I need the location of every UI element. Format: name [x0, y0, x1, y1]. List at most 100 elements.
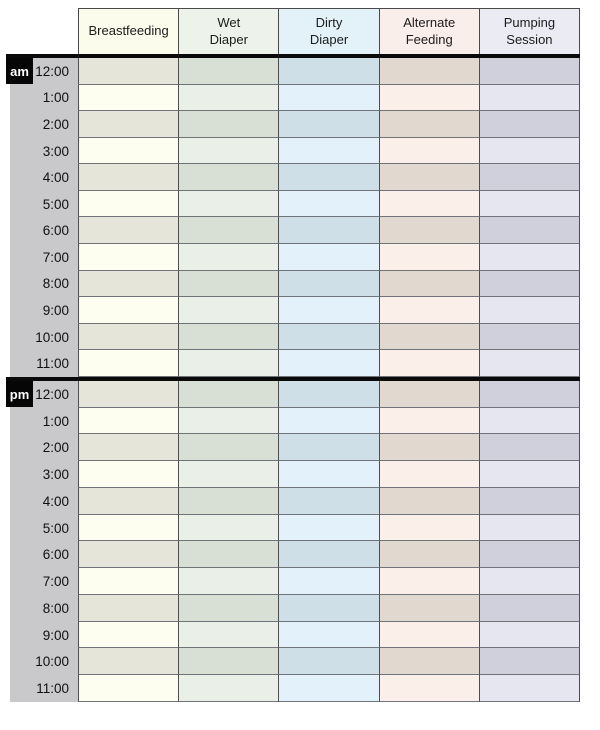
column-header-pumping-session: Pumping Session	[479, 8, 581, 54]
grid-cell-pumping-session	[479, 190, 581, 218]
time-row-am-800: 8:00	[10, 270, 581, 298]
time-label: 7:00	[10, 244, 78, 271]
time-label: 5:00	[10, 514, 78, 542]
ampm-divider	[6, 376, 580, 381]
grid-cell-alternate-feeding	[379, 297, 480, 324]
grid-cell-breastfeeding	[78, 323, 180, 351]
column-header-dirty-diaper: Dirty Diaper	[279, 8, 380, 54]
grid-cell-alternate-feeding	[379, 137, 480, 165]
time-row-pm-1100: 11:00	[10, 675, 581, 702]
grid-cell-alternate-feeding	[379, 350, 480, 377]
time-label: 3:00	[10, 461, 78, 488]
time-label: 2:00	[10, 111, 78, 138]
time-row-am-1100: 11:00	[10, 350, 581, 377]
time-label: 1:00	[10, 84, 78, 112]
time-label: 4:00	[10, 487, 78, 515]
time-row-am-600: 6:00	[10, 217, 581, 245]
grid-cell-dirty-diaper	[279, 111, 380, 138]
grid-cell-breastfeeding	[78, 164, 180, 191]
grid-cell-dirty-diaper	[279, 58, 380, 85]
grid-cell-dirty-diaper	[279, 621, 380, 649]
time-label: 7:00	[10, 568, 78, 595]
grid-cell-alternate-feeding	[379, 323, 480, 351]
time-row-pm-800: 8:00	[10, 594, 581, 622]
time-row-am-700: 7:00	[10, 244, 581, 271]
time-label: 8:00	[10, 594, 78, 622]
section-pm: 12:00 1:00 2:00 3:00 4:00 5:00 6:00 7:00 8:00 9:0…	[10, 380, 581, 702]
time-label: 8:00	[10, 270, 78, 298]
grid-cell-pumping-session	[479, 111, 581, 138]
grid-cell-pumping-session	[479, 407, 581, 435]
grid-cell-dirty-diaper	[279, 84, 380, 112]
grid-cell-wet-diaper	[179, 407, 280, 435]
grid-cell-pumping-session	[479, 594, 581, 622]
grid-cell-wet-diaper	[179, 58, 280, 85]
grid-cell-alternate-feeding	[379, 270, 480, 298]
grid-cell-wet-diaper	[179, 137, 280, 165]
time-row-pm-400: 4:00	[10, 487, 581, 515]
grid-cell-alternate-feeding	[379, 487, 480, 515]
grid-cell-dirty-diaper	[279, 244, 380, 271]
grid-cell-wet-diaper	[179, 190, 280, 218]
grid-cell-dirty-diaper	[279, 541, 380, 569]
grid-cell-pumping-session	[479, 541, 581, 569]
grid-cell-alternate-feeding	[379, 407, 480, 435]
time-row-am-300: 3:00	[10, 137, 581, 165]
grid-cell-dirty-diaper	[279, 323, 380, 351]
grid-cell-pumping-session	[479, 84, 581, 112]
grid-cell-pumping-session	[479, 164, 581, 191]
grid-cell-pumping-session	[479, 434, 581, 462]
section-am: 12:00 1:00 2:00 3:00 4:00 5:00 6:00 7:00 8:00 9:0…	[10, 58, 581, 377]
column-header-alternate-feeding: Alternate Feeding	[379, 8, 480, 54]
grid-cell-wet-diaper	[179, 675, 280, 702]
grid-cell-pumping-session	[479, 217, 581, 245]
grid-cell-breastfeeding	[78, 514, 180, 542]
time-row-pm-700: 7:00	[10, 568, 581, 595]
grid-cell-alternate-feeding	[379, 380, 480, 408]
grid-cell-pumping-session	[479, 244, 581, 271]
grid-cell-alternate-feeding	[379, 58, 480, 85]
grid-cell-wet-diaper	[179, 217, 280, 245]
grid-cell-pumping-session	[479, 514, 581, 542]
grid-cell-wet-diaper	[179, 568, 280, 595]
header-divider	[6, 54, 580, 58]
time-row-am-1200: 12:00	[10, 58, 581, 85]
grid-cell-breastfeeding	[78, 461, 180, 488]
grid-cell-pumping-session	[479, 568, 581, 595]
grid-cell-breastfeeding	[78, 190, 180, 218]
grid-cell-dirty-diaper	[279, 434, 380, 462]
grid-cell-pumping-session	[479, 58, 581, 85]
tracking-table: Breastfeeding Wet Diaper Dirty Diaper Alter…	[6, 8, 581, 702]
grid-cell-pumping-session	[479, 270, 581, 298]
grid-cell-wet-diaper	[179, 350, 280, 377]
grid-cell-pumping-session	[479, 675, 581, 702]
time-label: 1:00	[10, 407, 78, 435]
time-label: 11:00	[10, 675, 78, 702]
grid-cell-pumping-session	[479, 137, 581, 165]
grid-cell-wet-diaper	[179, 297, 280, 324]
grid-cell-breastfeeding	[78, 217, 180, 245]
grid-cell-dirty-diaper	[279, 648, 380, 676]
time-row-pm-1200: 12:00	[10, 380, 581, 408]
grid-cell-alternate-feeding	[379, 594, 480, 622]
grid-cell-pumping-session	[479, 461, 581, 488]
grid-cell-alternate-feeding	[379, 514, 480, 542]
grid-cell-dirty-diaper	[279, 594, 380, 622]
grid-cell-pumping-session	[479, 621, 581, 649]
grid-cell-breastfeeding	[78, 58, 180, 85]
grid-cell-dirty-diaper	[279, 137, 380, 165]
time-row-am-200: 2:00	[10, 111, 581, 138]
grid-cell-dirty-diaper	[279, 487, 380, 515]
grid-cell-alternate-feeding	[379, 84, 480, 112]
grid-cell-wet-diaper	[179, 380, 280, 408]
time-label: 9:00	[10, 297, 78, 324]
grid-cell-pumping-session	[479, 648, 581, 676]
grid-cell-wet-diaper	[179, 84, 280, 112]
grid-cell-alternate-feeding	[379, 111, 480, 138]
grid-cell-wet-diaper	[179, 111, 280, 138]
grid-cell-dirty-diaper	[279, 270, 380, 298]
grid-cell-breastfeeding	[78, 137, 180, 165]
time-row-am-500: 5:00	[10, 190, 581, 218]
time-label: 6:00	[10, 217, 78, 245]
